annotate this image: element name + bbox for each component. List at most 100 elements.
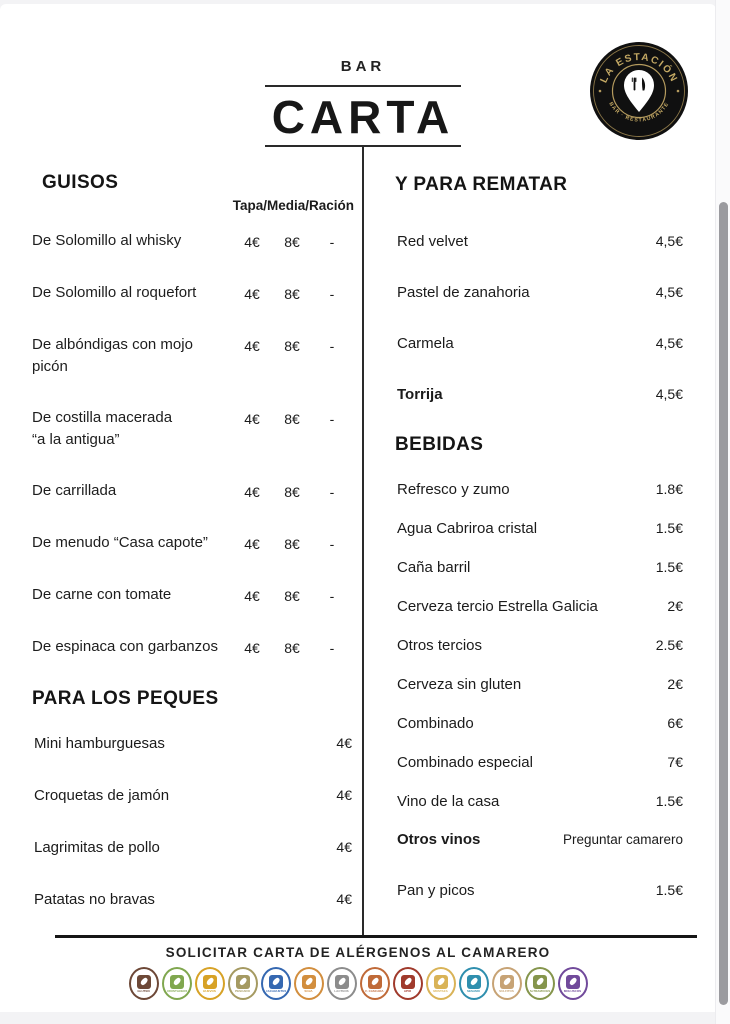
menu-kicker: BAR (340, 58, 386, 75)
scrollbar-track[interactable] (715, 0, 730, 1024)
item-price-media: 8€ (284, 640, 300, 656)
allergen-notice: SOLICITAR CARTA DE ALÉRGENOS AL CAMARERO (165, 945, 551, 960)
allergen-label: SOJA (304, 989, 313, 993)
item-price-media: 8€ (284, 484, 300, 500)
cacahuetes-glyph (271, 977, 280, 986)
item-name: De Solomillo al roquefort (32, 284, 197, 301)
menu-item-row: De carne con tomate 4€ 8€ - (32, 584, 354, 607)
menu-item-row: De espinaca con garbanzos 4€ 8€ - (32, 636, 354, 659)
crustaceos-glyph (172, 977, 181, 986)
menu-item-row: Refresco y zumo 1.8€ (395, 478, 685, 501)
allergen-label: ALTRAMUCES (529, 989, 550, 993)
bebidas-item-list: Refresco y zumo 1.8€ Agua Cabriroa cristal… (395, 478, 685, 902)
section-title-postres: Y PARA REMATAR (395, 174, 568, 195)
allergen-label: SULFITOS (499, 989, 514, 993)
item-name: De costilla macerada “a la antigua” (32, 409, 173, 448)
item-price-media: 8€ (284, 234, 300, 250)
item-price-racion: - (329, 338, 335, 354)
scrollbar-thumb[interactable] (719, 202, 728, 1005)
item-name: De carrillada (32, 482, 117, 499)
sulfitos-glyph (502, 977, 511, 986)
mostaza-glyph-box (433, 974, 448, 989)
allergen-icon-gluten: GLUTEN (128, 967, 159, 1000)
menu-item-row: Agua Cabriroa cristal 1.5€ (395, 517, 685, 540)
allergen-icon-apio: APIO (392, 967, 423, 1000)
apio-glyph (403, 977, 412, 986)
huevos-glyph-box (202, 974, 217, 989)
section-title-guisos: GUISOS (42, 172, 119, 193)
allergen-icon-cacahuetes: CACAHUETES (260, 967, 291, 1000)
column-divider (362, 145, 364, 937)
postres-item-list: Red velvet 4,5€ Pastel de zanahoria 4,5€ Car… (395, 230, 685, 406)
item-name: Caña barril (397, 559, 471, 576)
item-price: 2€ (667, 676, 683, 692)
cacahuetes-glyph-box (268, 974, 283, 989)
allergen-label: HUEVOS (203, 989, 216, 993)
item-price-tapa: 4€ (244, 286, 260, 302)
footer-rule (55, 935, 697, 938)
allergen-label: MOSTAZA (433, 989, 448, 993)
menu-item-row: Lagrimitas de pollo 4€ (32, 836, 354, 859)
item-price: 4€ (336, 839, 352, 855)
item-price: Preguntar camarero (562, 832, 683, 847)
item-name: Pastel de zanahoria (397, 284, 530, 301)
item-price: 1.5€ (655, 520, 683, 536)
moluscos-glyph-box (565, 974, 580, 989)
menu-item-row: Caña barril 1.5€ (395, 556, 685, 579)
item-name: Vino de la casa (397, 793, 500, 810)
menu-item-row: Mini hamburguesas 4€ (32, 732, 354, 755)
item-price: 4,5€ (655, 233, 683, 249)
item-price: 2€ (667, 598, 683, 614)
menu-item-row: Red velvet 4,5€ (395, 230, 685, 253)
sulfitos-glyph-box (499, 974, 514, 989)
item-name: Torrija (397, 386, 443, 403)
item-price: 4€ (336, 735, 352, 751)
item-price: 7€ (667, 754, 683, 770)
item-name: Lagrimitas de pollo (34, 839, 160, 856)
item-name: Mini hamburguesas (34, 735, 165, 752)
allergen-icon-lacteos: LÁCTEOS (326, 967, 357, 1000)
allergen-label: GLUTEN (137, 989, 150, 993)
menu-item-row: Pastel de zanahoria 4,5€ (395, 281, 685, 304)
item-price-racion: - (329, 536, 335, 552)
menu-item-row: De costilla macerada “a la antigua” 4€ 8€ - (32, 407, 354, 451)
lacteos-glyph (337, 977, 346, 986)
right-column: Y PARA REMATAR Red velvet 4,5€ Pastel de z… (395, 174, 685, 918)
allergen-label: MOLUSCOS (563, 989, 582, 993)
crustaceos-glyph-box (169, 974, 184, 989)
item-price-tapa: 4€ (244, 234, 260, 250)
item-name: Red velvet (397, 233, 468, 250)
item-name: Otros tercios (397, 637, 483, 654)
allergen-label: CRUSTÁCEOS (166, 989, 187, 993)
item-price-tapa: 4€ (244, 588, 260, 604)
item-name: De menudo “Casa capote” (32, 534, 208, 551)
menu-item-row: Vino de la casa 1.5€ (395, 790, 685, 813)
huevos-glyph (205, 977, 214, 986)
item-price-racion: - (329, 588, 335, 604)
frutos-de-cascara-glyph (370, 977, 379, 986)
item-name: Cerveza sin gluten (397, 676, 522, 693)
item-price-tapa: 4€ (244, 338, 260, 354)
item-price: 6€ (667, 715, 683, 731)
item-name: Patatas no bravas (34, 891, 155, 908)
left-column: GUISOS Tapa/Media/Ración De Solomillo al… (32, 172, 354, 940)
restaurant-logo: LA ESTACIÓN BAR · RESTAURANTE (590, 42, 688, 140)
mostaza-glyph (436, 977, 445, 986)
item-name: De Solomillo al whisky (32, 232, 182, 249)
item-price-racion: - (329, 234, 335, 250)
menu-item-row: De menudo “Casa capote” 4€ 8€ - (32, 532, 354, 555)
sesamo-glyph (469, 977, 478, 986)
allergen-icon-frutos-de-cascara: F. CÁSCARA (359, 967, 390, 1000)
item-name: Otros vinos (397, 831, 481, 848)
pescado-glyph (238, 977, 247, 986)
menu-item-row: Cerveza sin gluten 2€ (395, 673, 685, 696)
item-name: Cerveza tercio Estrella Galicia (397, 598, 598, 615)
menu-item-row: De carrillada 4€ 8€ - (32, 480, 354, 503)
section-title-peques: PARA LOS PEQUES (32, 688, 219, 709)
allergen-icon-sulfitos: SULFITOS (491, 967, 522, 1000)
guisos-item-list: De Solomillo al whisky 4€ 8€ - De Solomillo … (32, 230, 354, 659)
soja-glyph-box (301, 974, 316, 989)
lacteos-glyph-box (334, 974, 349, 989)
allergen-label: F. CÁSCARA (365, 989, 384, 993)
allergen-label: APIO (403, 989, 412, 993)
